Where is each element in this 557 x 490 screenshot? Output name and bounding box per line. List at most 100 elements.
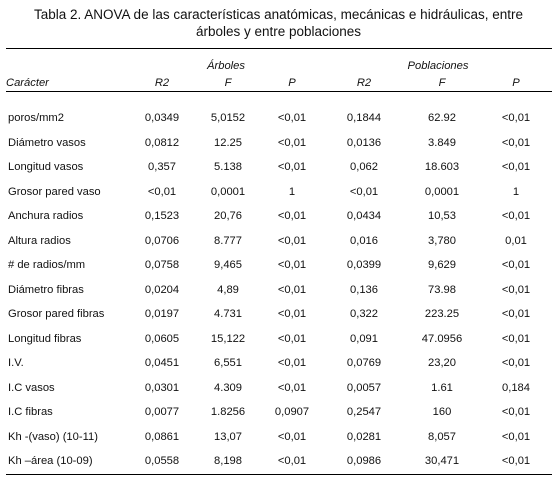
cell-f-poblaciones: 73.98 <box>428 283 456 296</box>
table-row: I.C vasos 0,0301 4.309 <0,01 0,0057 1.61 0,184 <box>6 376 552 401</box>
cell-caracter: Kh –área (10-09) <box>6 449 128 475</box>
cell-p-poblaciones: 1 <box>512 185 520 198</box>
cell-p-poblaciones: 0,184 <box>502 381 530 394</box>
cell-f-poblaciones: 0,0001 <box>424 185 460 198</box>
cell-p-poblaciones: <0,01 <box>501 430 531 443</box>
cell-r2-arboles: 0,0204 <box>144 283 180 296</box>
table-row: Diámetro fibras 0,0204 4,89 <0,01 0,136 73.98… <box>6 278 552 303</box>
group-header-arboles: Árboles <box>207 60 245 72</box>
table-row: Anchura radios 0,1523 20,76 <0,01 0,0434 10,5… <box>6 204 552 229</box>
cell-p-arboles: <0,01 <box>277 161 307 174</box>
cell-r2-poblaciones: 0,0136 <box>346 136 382 149</box>
cell-p-arboles: <0,01 <box>277 332 307 345</box>
cell-caracter: poros/mm2 <box>8 112 64 125</box>
cell-p-poblaciones: <0,01 <box>480 449 552 475</box>
caption-line-1: Tabla 2. ANOVA de las características an… <box>34 7 523 22</box>
cell-p-poblaciones: 0,01 <box>505 234 527 247</box>
cell-f-poblaciones: 30,471 <box>404 449 480 475</box>
cell-p-poblaciones: <0,01 <box>501 161 531 174</box>
cell-caracter: Grosor pared fibras <box>8 308 105 321</box>
column-header-p-poblaciones: P <box>480 72 552 92</box>
cell-f-arboles: 6,551 <box>214 357 242 370</box>
cell-r2-poblaciones: 0,091 <box>350 332 378 345</box>
cell-p-poblaciones: <0,01 <box>501 283 531 296</box>
cell-r2-arboles: 0,0812 <box>144 136 180 149</box>
cell-p-arboles: 1 <box>288 185 296 198</box>
cell-f-poblaciones: 3.849 <box>428 136 456 149</box>
cell-f-poblaciones: 62.92 <box>428 112 456 125</box>
cell-p-poblaciones: <0,01 <box>501 406 531 419</box>
table-row: Grosor pared vaso <0,01 0,0001 1 <0,01 0,0001… <box>6 180 552 205</box>
cell-f-poblaciones: 23,20 <box>428 357 456 370</box>
column-header-p-arboles: P <box>260 72 324 92</box>
group-header-poblaciones: Poblaciones <box>407 60 469 72</box>
cell-r2-arboles: <0,01 <box>147 185 177 198</box>
cell-p-poblaciones: <0,01 <box>501 308 531 321</box>
cell-p-arboles: <0,01 <box>277 381 307 394</box>
cell-caracter: Diámetro vasos <box>8 136 86 149</box>
table-caption: Tabla 2. ANOVA de las características an… <box>0 6 557 40</box>
cell-r2-arboles: 0,0451 <box>144 357 180 370</box>
table-row: I.V. 0,0451 6,551 <0,01 0,0769 23,20 <0,01 <box>6 351 552 376</box>
cell-f-arboles: 4.309 <box>214 381 242 394</box>
cell-r2-poblaciones: 0,136 <box>350 283 378 296</box>
cell-caracter: Grosor pared vaso <box>8 185 101 198</box>
cell-caracter: Longitud vasos <box>8 161 84 174</box>
cell-p-arboles: <0,01 <box>260 449 324 475</box>
table-row: I.C fibras 0,0077 1.8256 0,0907 0,2547 160 <0,… <box>6 400 552 425</box>
cell-f-arboles: 13,07 <box>214 430 242 443</box>
cell-p-arboles: <0,01 <box>277 430 307 443</box>
table-row: Kh -(vaso) (10-11) 0,0861 13,07 <0,01 0,0281… <box>6 425 552 450</box>
column-header-f-poblaciones: F <box>404 72 480 92</box>
cell-f-poblaciones: 160 <box>432 406 452 419</box>
table-row: Longitud fibras 0,0605 15,122 <0,01 0,091 47.… <box>6 327 552 352</box>
cell-r2-arboles: 0,1523 <box>144 210 180 223</box>
column-header-r2-arboles: R2 <box>128 72 196 92</box>
table-row: Grosor pared fibras 0,0197 4.731 <0,01 0,322… <box>6 302 552 327</box>
cell-p-poblaciones: <0,01 <box>501 357 531 370</box>
cell-caracter: # de radios/mm <box>8 259 86 272</box>
cell-f-arboles: 12.25 <box>214 136 242 149</box>
cell-r2-arboles: 0,0861 <box>144 430 180 443</box>
cell-r2-poblaciones: 0,0281 <box>346 430 382 443</box>
cell-f-poblaciones: 18.603 <box>424 161 460 174</box>
cell-f-arboles: 1.8256 <box>210 406 246 419</box>
cell-p-poblaciones: <0,01 <box>501 210 531 223</box>
cell-p-arboles: <0,01 <box>277 357 307 370</box>
cell-r2-arboles: 0,0349 <box>144 112 180 125</box>
cell-f-arboles: 8,198 <box>196 449 260 475</box>
cell-r2-arboles: 0,0706 <box>144 234 180 247</box>
cell-f-arboles: 4.731 <box>214 308 242 321</box>
table-row: Kh –área (10-09) 0,0558 8,198 <0,01 0,0986 30… <box>6 449 552 475</box>
cell-p-poblaciones: <0,01 <box>501 136 531 149</box>
cell-r2-poblaciones: 0,0769 <box>346 357 382 370</box>
cell-f-poblaciones: 223.25 <box>424 308 460 321</box>
table-row: poros/mm2 0,0349 5,0152 <0,01 0,1844 62.92 <0,… <box>6 106 552 131</box>
cell-caracter: I.C fibras <box>8 406 53 419</box>
cell-p-arboles: <0,01 <box>277 112 307 125</box>
cell-r2-poblaciones: <0,01 <box>349 185 379 198</box>
cell-caracter: I.C vasos <box>8 381 55 394</box>
cell-r2-poblaciones: 0,0057 <box>346 381 382 394</box>
cell-f-poblaciones: 47.0956 <box>421 332 463 345</box>
cell-p-arboles: <0,01 <box>277 136 307 149</box>
table-row: # de radios/mm 0,0758 9,465 <0,01 0,0399 9,62… <box>6 253 552 278</box>
cell-r2-arboles: 0,0605 <box>144 332 180 345</box>
cell-f-poblaciones: 1.61 <box>431 381 453 394</box>
cell-r2-arboles: 0,0558 <box>128 449 196 475</box>
cell-r2-arboles: 0,0758 <box>144 259 180 272</box>
cell-r2-arboles: 0,0077 <box>144 406 180 419</box>
column-header-caracter: Carácter <box>6 72 128 92</box>
cell-p-poblaciones: <0,01 <box>501 332 531 345</box>
table-row: Diámetro vasos 0,0812 12.25 <0,01 0,0136 3.84… <box>6 131 552 156</box>
cell-f-poblaciones: 3,780 <box>428 234 456 247</box>
cell-p-poblaciones: <0,01 <box>501 259 531 272</box>
column-header-r2-poblaciones: R2 <box>324 72 404 92</box>
cell-caracter: I.V. <box>8 357 24 370</box>
cell-r2-poblaciones: 0,1844 <box>346 112 382 125</box>
cell-f-arboles: 4,89 <box>217 283 239 296</box>
cell-caracter: Altura radios <box>8 234 71 247</box>
cell-f-arboles: 0,0001 <box>210 185 246 198</box>
cell-caracter: Anchura radios <box>8 210 84 223</box>
cell-p-arboles: <0,01 <box>277 308 307 321</box>
